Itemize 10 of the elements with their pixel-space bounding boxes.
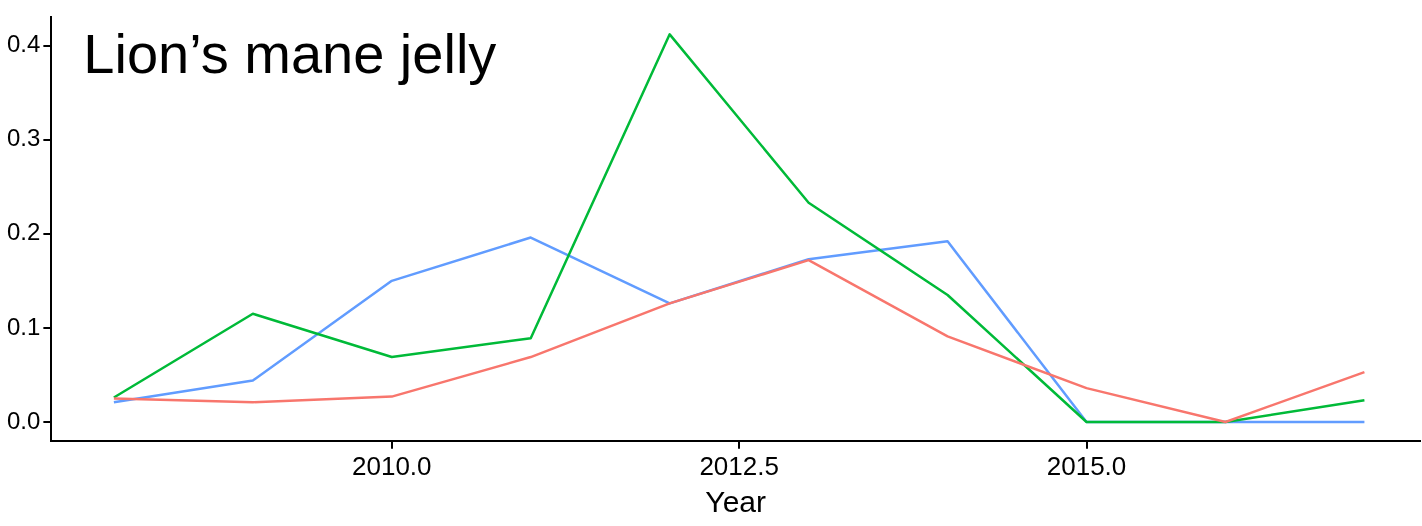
x-tick-label: 2015.0: [1046, 450, 1127, 481]
y-tick-label: 0.1: [6, 312, 41, 340]
y-tick-label: 0.0: [6, 406, 41, 434]
chart-title: Lion’s mane jelly: [83, 21, 497, 85]
x-axis-title: Year: [705, 485, 766, 519]
x-tick-label: 2010.0: [352, 450, 432, 481]
y-tick-label: 0.4: [6, 30, 41, 58]
y-tick-label: 0.2: [6, 218, 41, 246]
y-tick-label: 0.3: [6, 124, 41, 152]
x-tick-label: 2012.5: [699, 450, 779, 481]
